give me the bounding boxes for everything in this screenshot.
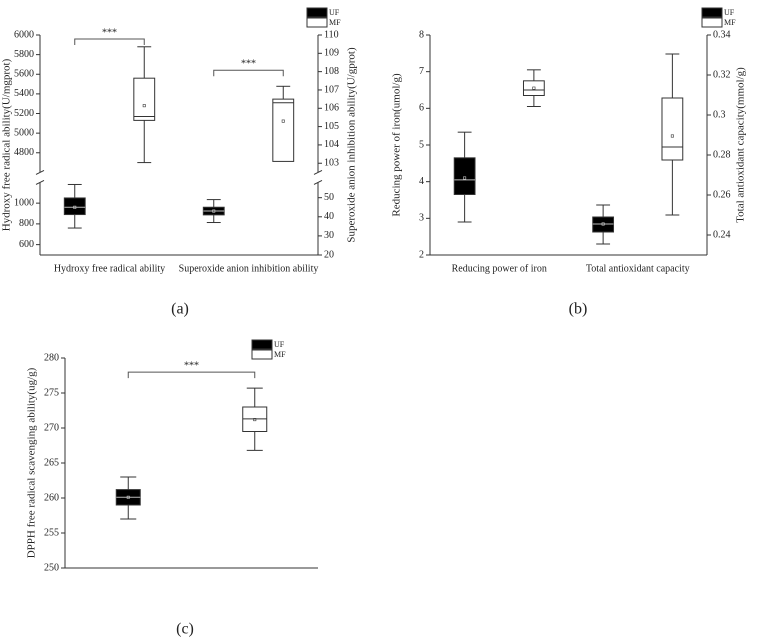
y2-tick-label: 106: [324, 103, 339, 114]
mean-point: [532, 86, 536, 90]
y2-axis-label: Superoxide anion inhibition ability(U/gp…: [346, 47, 358, 243]
panel-label: (b): [569, 301, 588, 318]
significance-label: ***: [184, 360, 199, 371]
significance-bracket: [74, 38, 145, 45]
x-tick-label: Superoxide anion inhibition ability: [179, 263, 319, 274]
legend-swatch: [306, 7, 328, 18]
y-tick-label: 6: [419, 103, 424, 114]
y-tick-label: 1000: [14, 197, 34, 208]
legend-label: UF: [724, 8, 735, 17]
legend-swatch: [701, 7, 723, 18]
y-tick-label: 5: [419, 139, 424, 150]
legend-swatch: [306, 17, 328, 28]
y-tick-label: 5800: [14, 49, 34, 60]
y-tick-label: 7: [419, 66, 424, 77]
panel-label: (c): [176, 621, 194, 638]
axis-break: [313, 179, 323, 185]
mean-point: [142, 104, 146, 108]
legend-label: MF: [329, 18, 341, 27]
y-tick-label: 4: [419, 176, 424, 187]
legend-swatch: [251, 339, 273, 350]
box: [272, 98, 295, 162]
y2-tick-label: 40: [324, 211, 334, 222]
y2-tick-label: 108: [324, 66, 339, 77]
y2-tick-label: 30: [324, 230, 334, 241]
y-tick-label: 5600: [14, 69, 34, 80]
y-axis-label: Hydroxy free radical ability(U/mgprot): [1, 58, 13, 231]
y2-tick-label: 0.28: [713, 149, 731, 160]
y2-tick-label: 0.34: [713, 29, 731, 40]
y2-tick-label: 107: [324, 84, 339, 95]
y2-tick-label: 0.24: [713, 229, 731, 240]
y-tick-label: 280: [44, 352, 59, 363]
significance-label: ***: [102, 27, 117, 38]
y-tick-label: 270: [44, 422, 59, 433]
box: [133, 77, 156, 121]
mean-point: [601, 222, 605, 226]
significance-label: ***: [241, 59, 256, 70]
y-tick-label: 5200: [14, 108, 34, 119]
y-tick-label: 5000: [14, 127, 34, 138]
y-tick-label: 250: [44, 562, 59, 573]
y2-tick-label: 103: [324, 158, 339, 169]
mean-point: [670, 134, 674, 138]
y2-tick-label: 50: [324, 192, 334, 203]
legend-label: UF: [329, 8, 340, 17]
y2-tick-label: 0.32: [713, 69, 731, 80]
mean-point: [212, 209, 216, 213]
y2-tick-label: 0.26: [713, 189, 731, 200]
y-tick-label: 6000: [14, 29, 34, 40]
y2-tick-label: 109: [324, 48, 339, 59]
y-tick-label: 265: [44, 457, 59, 468]
axis-break: [35, 169, 45, 175]
x-tick-label: Total antioxidant capacity: [586, 263, 690, 274]
y-tick-label: 275: [44, 387, 59, 398]
mean-point: [126, 495, 130, 499]
mean-point: [253, 418, 257, 422]
y-tick-label: 5400: [14, 88, 34, 99]
significance-bracket: [213, 69, 284, 77]
y-tick-label: 255: [44, 527, 59, 538]
legend-swatch: [701, 17, 723, 28]
legend-label: MF: [724, 18, 736, 27]
y2-tick-label: 105: [324, 121, 339, 132]
y-tick-label: 2: [419, 249, 424, 260]
y-tick-label: 600: [19, 239, 34, 250]
legend-swatch: [251, 349, 273, 360]
legend-label: UF: [274, 340, 285, 349]
panel-label: (a): [171, 301, 189, 318]
y2-tick-label: 0.3: [713, 109, 726, 120]
legend-label: MF: [274, 350, 286, 359]
y-tick-label: 800: [19, 218, 34, 229]
axis-break: [313, 169, 323, 175]
box: [661, 97, 684, 161]
mean-point: [463, 176, 467, 180]
y2-tick-label: 20: [324, 249, 334, 260]
x-tick-label: Reducing power of iron: [452, 263, 547, 274]
box: [522, 80, 545, 97]
x-tick-label: Hydroxy free radical ability: [54, 263, 165, 274]
significance-bracket: [127, 371, 256, 379]
y2-tick-label: 110: [324, 29, 339, 40]
axis-break: [35, 179, 45, 185]
y-axis-label: DPPH free radical scavenging ability(ug/…: [26, 367, 38, 558]
y-tick-label: 3: [419, 213, 424, 224]
mean-point: [281, 119, 285, 123]
y2-tick-label: 104: [324, 139, 339, 150]
y-tick-label: 4800: [14, 147, 34, 158]
box: [453, 157, 476, 195]
y-tick-label: 8: [419, 29, 424, 40]
y-axis-label: Reducing power of iron(umol/g): [391, 73, 403, 217]
mean-point: [73, 205, 77, 209]
y2-axis-label: Total antioxidant capacity(mmol/g): [735, 67, 747, 223]
y-tick-label: 260: [44, 492, 59, 503]
